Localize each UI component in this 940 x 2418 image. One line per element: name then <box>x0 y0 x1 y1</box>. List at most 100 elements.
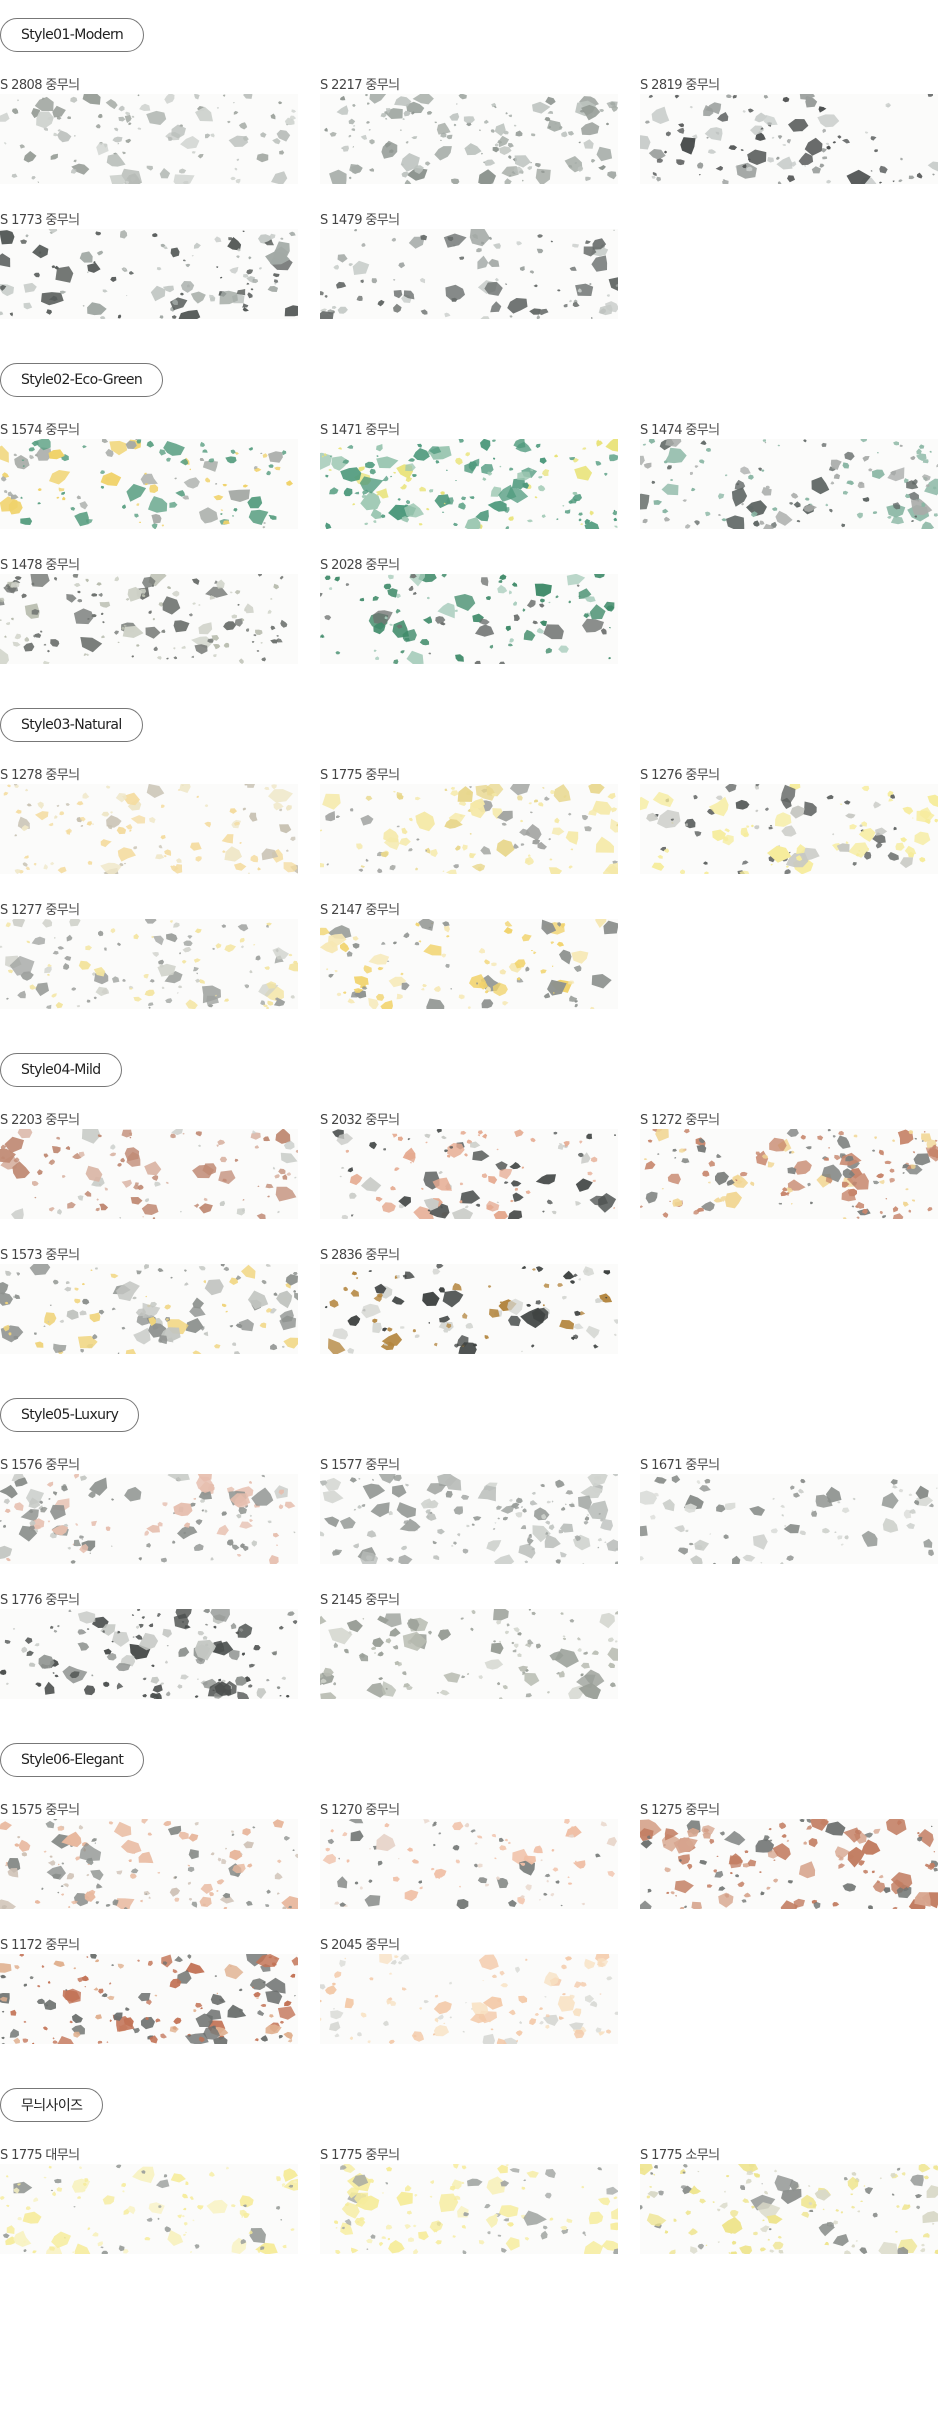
terrazzo-chip <box>276 1544 278 1546</box>
pattern-swatch[interactable]: S 2808 중무늬 <box>0 78 298 184</box>
pattern-swatch[interactable]: S 1277 중무늬 <box>0 903 298 1009</box>
terrazzo-chip <box>248 2230 253 2235</box>
terrazzo-chip <box>673 1837 698 1854</box>
terrazzo-chip <box>545 1531 549 1535</box>
terrazzo-chip <box>366 121 370 124</box>
terrazzo-chip <box>420 987 425 991</box>
terrazzo-chip <box>553 1131 558 1135</box>
terrazzo-chip <box>581 1902 585 1906</box>
terrazzo-chip <box>535 1174 556 1185</box>
pattern-swatch[interactable]: S 1775 소무늬 <box>640 2148 938 2254</box>
terrazzo-chip <box>863 2185 866 2187</box>
pattern-swatch[interactable]: S 1576 중무늬 <box>0 1458 298 1564</box>
terrazzo-chip <box>550 941 555 945</box>
terrazzo-chip <box>83 1685 96 1696</box>
terrazzo-chip <box>404 1889 419 1902</box>
terrazzo-chip <box>912 479 918 485</box>
pattern-swatch[interactable]: S 1471 중무늬 <box>320 423 618 529</box>
pattern-swatch[interactable]: S 1773 중무늬 <box>0 213 298 319</box>
terrazzo-chip <box>182 946 192 953</box>
pattern-swatch[interactable]: S 1775 중무늬 <box>320 2148 618 2254</box>
terrazzo-chip <box>92 2232 99 2237</box>
pattern-swatch[interactable]: S 1575 중무늬 <box>0 1803 298 1909</box>
terrazzo-chip <box>117 314 122 319</box>
pattern-swatch[interactable]: S 2147 중무늬 <box>320 903 618 1009</box>
terrazzo-chip <box>353 988 364 993</box>
pattern-swatch[interactable]: S 2203 중무늬 <box>0 1113 298 1219</box>
pattern-swatch[interactable]: S 1474 중무늬 <box>640 423 938 529</box>
terrazzo-chip <box>908 851 915 858</box>
terrazzo-chip <box>131 655 134 658</box>
terrazzo-chip <box>497 2234 502 2237</box>
terrazzo-chip <box>187 1866 195 1873</box>
pattern-swatch[interactable]: S 1671 중무늬 <box>640 1458 938 1564</box>
terrazzo-chip <box>810 1819 829 1831</box>
terrazzo-chip <box>243 94 253 99</box>
terrazzo-chip <box>92 1616 109 1628</box>
terrazzo-chip <box>389 2000 397 2006</box>
terrazzo-chip <box>390 1959 397 1965</box>
terrazzo-chip <box>545 2024 550 2029</box>
pattern-swatch[interactable]: S 1272 중무늬 <box>640 1113 938 1219</box>
terrazzo-chip <box>182 2207 187 2211</box>
pattern-swatch[interactable]: S 1574 중무늬 <box>0 423 298 529</box>
terrazzo-chip <box>57 1208 62 1215</box>
terrazzo-chip <box>399 129 402 131</box>
pattern-swatch[interactable]: S 1276 중무늬 <box>640 768 938 874</box>
pattern-swatch[interactable]: S 1275 중무늬 <box>640 1803 938 1909</box>
terrazzo-chip <box>931 1144 937 1149</box>
terrazzo-chip <box>361 1303 381 1319</box>
terrazzo-chip <box>230 1622 237 1630</box>
terrazzo-chip <box>361 242 366 247</box>
terrazzo-chip <box>337 254 348 263</box>
terrazzo-chip <box>192 1297 204 1309</box>
pattern-swatch[interactable]: S 2836 중무늬 <box>320 1248 618 1354</box>
pattern-swatch[interactable]: S 1479 중무늬 <box>320 213 618 319</box>
pattern-swatch[interactable]: S 1270 중무늬 <box>320 1803 618 1909</box>
terrazzo-chip <box>547 119 562 132</box>
pattern-swatch[interactable]: S 1775 중무늬 <box>320 768 618 874</box>
terrazzo-chip <box>273 246 289 260</box>
terrazzo-chip <box>112 1899 119 1906</box>
terrazzo-chip <box>324 1477 342 1492</box>
terrazzo-chip <box>606 1836 617 1847</box>
pattern-swatch[interactable]: S 2032 중무늬 <box>320 1113 618 1219</box>
pattern-swatch[interactable]: S 1278 중무늬 <box>0 768 298 874</box>
terrazzo-chip <box>125 598 130 601</box>
terrazzo-chip <box>68 1609 72 1612</box>
pattern-swatch[interactable]: S 2045 중무늬 <box>320 1938 618 2044</box>
pattern-swatch[interactable]: S 1775 대무늬 <box>0 2148 298 2254</box>
terrazzo-chip <box>268 451 283 463</box>
terrazzo-chip <box>342 991 347 994</box>
terrazzo-chip <box>394 1660 400 1666</box>
terrazzo-chip <box>195 1519 203 1526</box>
terrazzo-chip <box>245 1900 253 1906</box>
pattern-swatch[interactable]: S 1478 중무늬 <box>0 558 298 664</box>
pattern-swatch[interactable]: S 1573 중무늬 <box>0 1248 298 1354</box>
terrazzo-chip <box>117 1963 125 1969</box>
terrazzo-chip <box>404 503 424 518</box>
pattern-swatch[interactable]: S 2217 중무늬 <box>320 78 618 184</box>
terrazzo-chip <box>174 1876 178 1879</box>
terrazzo-chip <box>280 237 284 240</box>
terrazzo-chip <box>546 1500 552 1504</box>
terrazzo-chip <box>540 2230 548 2240</box>
pattern-swatch[interactable]: S 2145 중무늬 <box>320 1593 618 1699</box>
pattern-swatch[interactable]: S 1172 중무늬 <box>0 1938 298 2044</box>
terrazzo-chip <box>198 1266 206 1271</box>
pattern-swatch[interactable]: S 1776 중무늬 <box>0 1593 298 1699</box>
terrazzo-chip <box>0 311 4 316</box>
pattern-swatch[interactable]: S 1577 중무늬 <box>320 1458 618 1564</box>
pattern-swatch[interactable]: S 2028 중무늬 <box>320 558 618 664</box>
terrazzo-chip <box>170 247 180 258</box>
terrazzo-chip <box>369 94 387 104</box>
terrazzo-chip <box>167 2230 184 2246</box>
pattern-swatch[interactable]: S 2819 중무늬 <box>640 78 938 184</box>
terrazzo-chip <box>348 176 352 180</box>
terrazzo-chip <box>370 508 382 520</box>
terrazzo-chip <box>488 1285 492 1288</box>
terrazzo-chip <box>781 825 797 837</box>
terrazzo-chip <box>259 1322 267 1329</box>
terrazzo-chip <box>109 440 128 456</box>
terrazzo-chip <box>857 482 865 489</box>
